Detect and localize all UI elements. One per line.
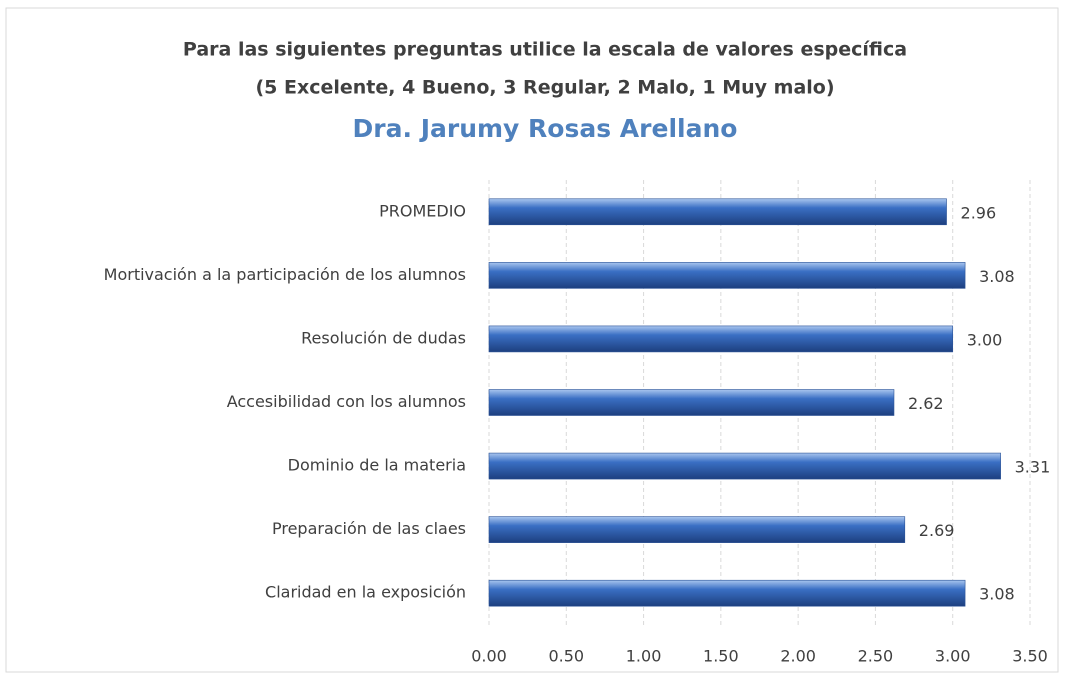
x-tick-label: 3.00 [935,647,971,666]
x-tick-label: 2.50 [858,647,894,666]
y-tick-label: Accesibilidad con los alumnos [227,392,466,411]
y-tick-label: Dominio de la materia [288,456,466,475]
x-tick-label: 1.00 [626,647,662,666]
y-tick-label: PROMEDIO [379,201,466,220]
y-tick-label: Preparación de las claes [272,519,466,538]
chart-title: Para las siguientes preguntas utilice la… [183,39,907,61]
x-tick-label: 3.50 [1012,647,1048,666]
data-label: 2.96 [961,203,997,222]
bar [488,262,966,289]
bar [488,579,966,607]
chart-title: (5 Excelente, 4 Bueno, 3 Regular, 2 Malo… [255,77,834,99]
bar [488,452,1001,480]
data-label: 2.62 [908,394,944,413]
data-label: 2.69 [919,521,955,540]
x-tick-label: 2.00 [780,647,816,666]
chart-border [5,7,1059,673]
x-tick-label: 1.50 [703,647,739,666]
y-tick-label: Mortivación a la participación de los al… [104,265,466,284]
chart-subtitle: Dra. Jarumy Rosas Arellano [353,114,738,143]
data-label: 3.08 [979,585,1015,604]
x-tick-label: 0.50 [548,647,584,666]
y-tick-label: Claridad en la exposición [265,583,466,602]
bar [488,389,895,416]
x-tick-label: 0.00 [471,647,507,666]
bar [488,198,947,226]
data-label: 3.00 [967,330,1003,349]
bar [488,325,954,353]
y-tick-label: Resolución de dudas [301,328,466,347]
data-label: 3.31 [1015,458,1051,477]
bar [488,516,906,543]
data-label: 3.08 [979,267,1015,286]
